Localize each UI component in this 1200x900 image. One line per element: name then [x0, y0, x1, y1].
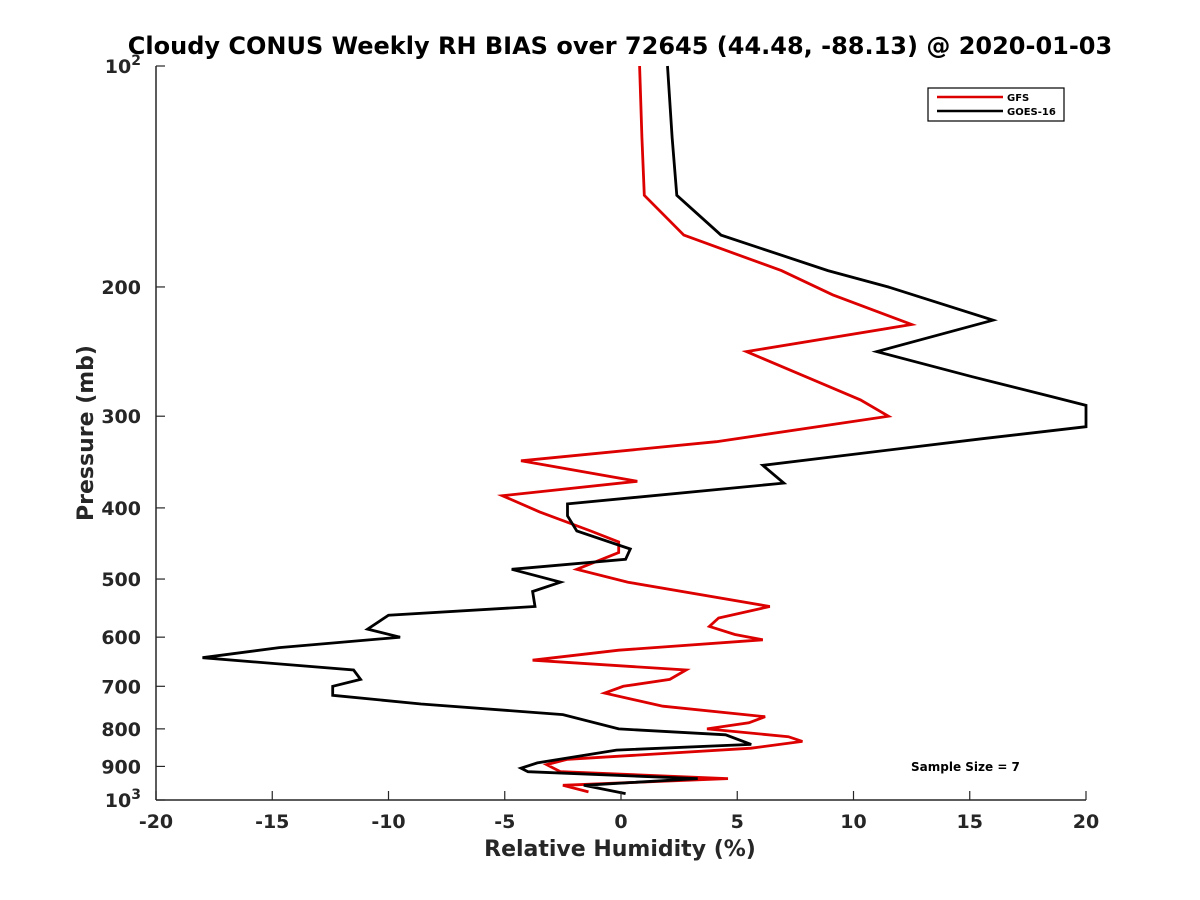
legend-label-gfs: GFS — [1007, 93, 1029, 104]
legend-label-goes16: GOES-16 — [1007, 107, 1056, 118]
y-tick-label: 500 — [101, 569, 141, 591]
y-tick-label: 400 — [101, 498, 141, 520]
y-tick-label: 300 — [101, 406, 141, 428]
x-tick-label: 15 — [957, 811, 983, 833]
y-tick-label: 800 — [101, 719, 141, 741]
chart-title: Cloudy CONUS Weekly RH BIAS over 72645 (… — [128, 32, 1112, 60]
x-axis-label: Relative Humidity (%) — [484, 837, 756, 862]
y-tick-label: 200 — [101, 277, 141, 299]
y-axis-label: Pressure (mb) — [74, 345, 99, 521]
x-tick-label: -20 — [139, 811, 173, 833]
y-tick-label: 103 — [105, 787, 141, 812]
series-layer — [202, 65, 1088, 795]
sample-size-annotation: Sample Size = 7 — [911, 760, 1020, 774]
series-line-gfs — [496, 65, 917, 794]
x-tick-label: 20 — [1073, 811, 1099, 833]
y-tick-label: 900 — [101, 756, 141, 778]
y-tick-label: 600 — [101, 627, 141, 649]
x-tick-label: 0 — [614, 811, 627, 833]
axes: -20 -15 -10 -5 0 5 10 15 20 102 200 300 400 500 600 700… — [101, 53, 1099, 833]
y-tick-label: 700 — [101, 676, 141, 698]
x-tick-label: -15 — [255, 811, 289, 833]
legend-box — [927, 87, 1065, 122]
series-line-goes16 — [202, 65, 1088, 795]
x-tick-label: -5 — [494, 811, 515, 833]
x-tick-label: 10 — [840, 811, 866, 833]
y-tick-label: 102 — [105, 53, 141, 78]
legend: GFS GOES-16 — [927, 87, 1065, 122]
x-tick-label: 5 — [731, 811, 744, 833]
x-tick-label: -10 — [371, 811, 405, 833]
